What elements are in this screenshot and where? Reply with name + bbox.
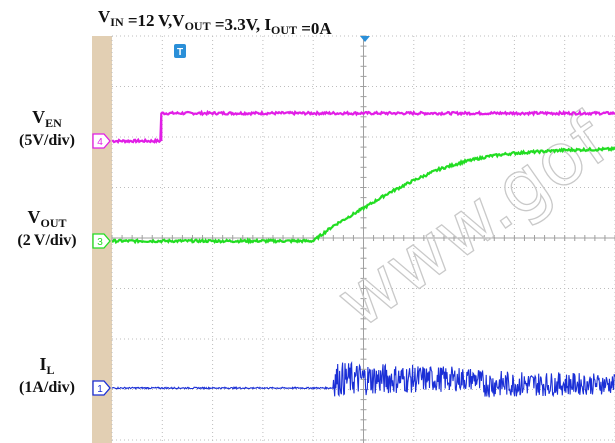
channel-4-name: VEN <box>32 107 62 130</box>
channel-marker-shape <box>92 380 111 396</box>
channel-4-scale: (5V/div) <box>19 132 75 149</box>
channel-3-marker: 3 <box>92 233 111 249</box>
traces: 4 3 1 <box>92 109 615 398</box>
svg-text:T: T <box>177 47 183 58</box>
channel-marker-shape <box>92 233 111 249</box>
channel-3-name: VOUT <box>27 207 66 230</box>
channel-number: 3 <box>97 237 103 248</box>
trace-channel-3 <box>111 145 615 245</box>
chart-title: VIN =12 V,VOUT =3.3V, IOUT =0A <box>98 7 332 38</box>
channel-number: 1 <box>97 384 103 395</box>
trace-channel-4 <box>111 109 615 145</box>
channel-4-marker: 4 <box>92 133 111 149</box>
channel-labels: VEN (5V/div) VOUT (2 V/div) IL (1A/div) <box>17 107 76 396</box>
channel-number: 4 <box>97 137 103 148</box>
channel-1-name: IL <box>39 354 54 377</box>
channel-1-scale: (1A/div) <box>19 379 75 396</box>
trace-channel-1 <box>111 361 615 398</box>
horizontal-position-marker <box>360 36 370 42</box>
channel-1-marker: 1 <box>92 380 111 396</box>
channel-marker-shape <box>92 133 111 149</box>
channel-3-scale: (2 V/div) <box>17 232 76 249</box>
trigger-marker: T <box>174 44 186 58</box>
